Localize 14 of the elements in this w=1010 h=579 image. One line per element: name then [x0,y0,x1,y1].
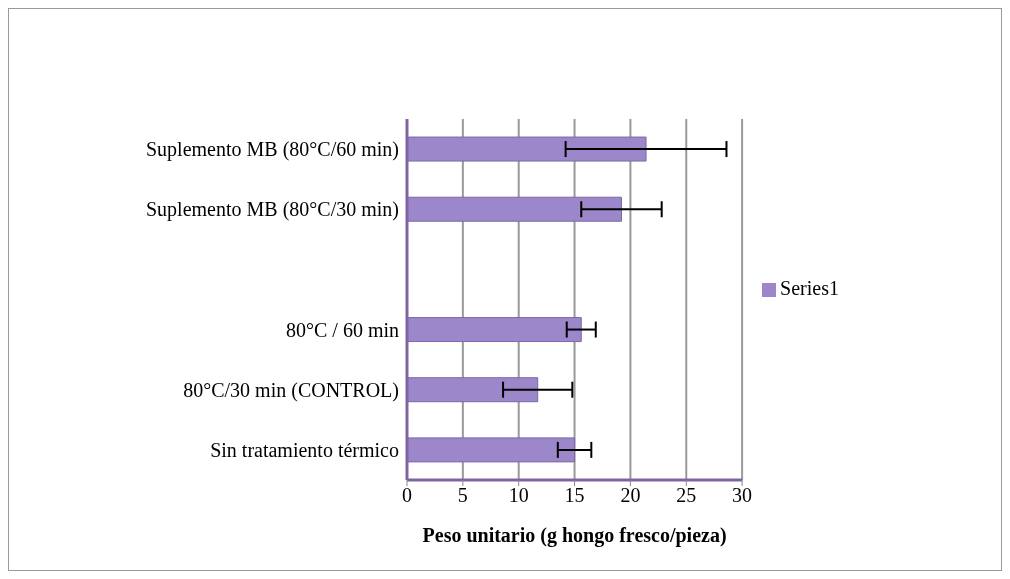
x-tick-label: 15 [564,484,585,507]
x-tick-label: 5 [457,484,468,507]
x-tick-label: 20 [620,484,641,507]
x-tick-label: 0 [402,484,412,507]
x-tick-label: 10 [508,484,529,507]
x-axis-title: Peso unitario (g hongo fresco/pieza) [422,524,727,547]
x-tick-label: 30 [732,484,753,507]
y-tick-label: Suplemento MB (80°C/30 min) [146,198,399,222]
y-tick-label: 80°C / 60 min [285,318,399,341]
y-tick-label: Suplemento MB (80°C/60 min) [146,138,399,162]
x-tick-label: 25 [676,484,697,507]
legend-label: Series1 [780,277,839,299]
y-tick-label: 80°C/30 min (CONTROL) [183,378,399,402]
y-tick-label: Sin tratamiento térmico [210,439,399,462]
